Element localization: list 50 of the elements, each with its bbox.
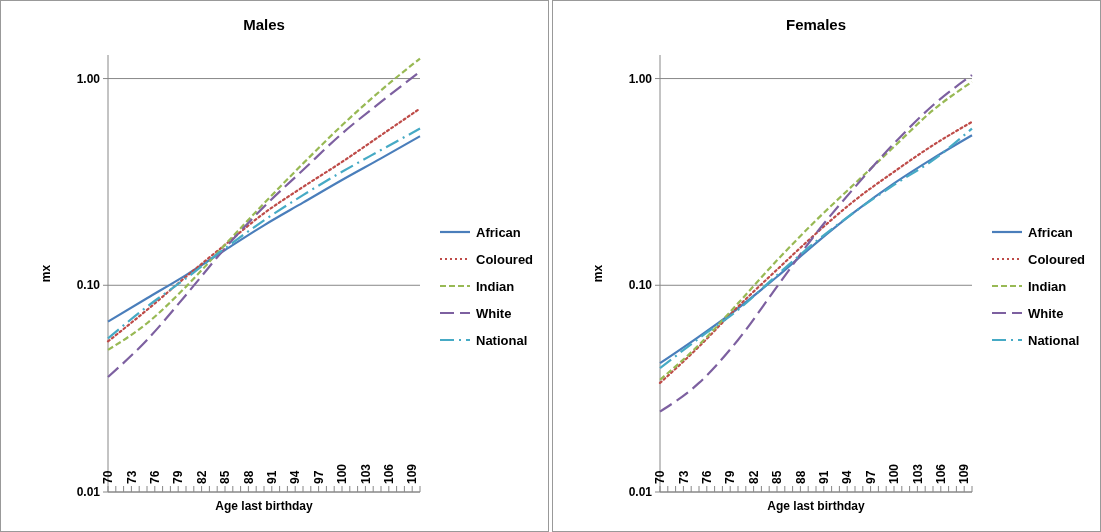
legend-label: White bbox=[1028, 305, 1064, 321]
x-tick-label: 103 bbox=[358, 463, 373, 484]
x-tick-label: 109 bbox=[957, 463, 972, 484]
x-tick-label: 91 bbox=[265, 470, 279, 484]
x-tick-label: 97 bbox=[311, 470, 326, 484]
y-tick-label: 0.01 bbox=[628, 485, 653, 500]
x-tick-label: 79 bbox=[171, 470, 186, 484]
legend-label: White bbox=[476, 305, 512, 321]
legend-label: African bbox=[1028, 224, 1073, 240]
legend-label: Coloured bbox=[476, 251, 534, 267]
x-tick-label: 91 bbox=[817, 470, 831, 484]
x-axis-title: Age last birthday bbox=[767, 499, 865, 513]
x-tick-label: 70 bbox=[101, 470, 116, 484]
legend-label: Indian bbox=[1028, 278, 1067, 294]
x-axis-title: Age last birthday bbox=[215, 499, 313, 513]
x-tick-label: 76 bbox=[148, 470, 162, 484]
x-tick-label: 79 bbox=[723, 470, 738, 484]
x-tick-label: 88 bbox=[793, 470, 808, 484]
x-tick-label: 106 bbox=[934, 463, 948, 484]
x-tick-label: 85 bbox=[770, 470, 785, 484]
y-tick-label: 0.01 bbox=[76, 485, 101, 500]
legend-label: National bbox=[1028, 332, 1080, 348]
x-tick-label: 76 bbox=[700, 470, 714, 484]
x-tick-label: 85 bbox=[218, 470, 233, 484]
legend-label: National bbox=[476, 332, 528, 348]
y-tick-label: 1.00 bbox=[628, 71, 653, 86]
x-tick-label: 73 bbox=[676, 470, 691, 484]
y-tick-label: 0.10 bbox=[76, 278, 101, 293]
chart-title: Females bbox=[785, 16, 847, 33]
legend-label: Coloured bbox=[1028, 251, 1086, 267]
y-tick-label: 0.10 bbox=[628, 278, 653, 293]
x-tick-label: 94 bbox=[288, 470, 303, 484]
x-tick-label: 97 bbox=[863, 470, 878, 484]
x-tick-label: 73 bbox=[124, 470, 139, 484]
legend-label: Indian bbox=[476, 278, 515, 294]
y-axis-title: mx bbox=[591, 264, 605, 283]
x-tick-label: 94 bbox=[840, 470, 855, 484]
x-tick-label: 100 bbox=[335, 463, 350, 484]
x-tick-label: 82 bbox=[746, 470, 761, 484]
x-tick-label: 106 bbox=[382, 463, 396, 484]
x-tick-label: 82 bbox=[194, 470, 209, 484]
x-tick-label: 70 bbox=[653, 470, 668, 484]
x-tick-label: 88 bbox=[241, 470, 256, 484]
x-tick-label: 100 bbox=[887, 463, 902, 484]
legend-label: African bbox=[476, 224, 521, 240]
chart-title: Males bbox=[243, 16, 285, 33]
x-tick-label: 103 bbox=[910, 463, 925, 484]
y-axis-title: mx bbox=[39, 264, 53, 283]
x-tick-label: 109 bbox=[405, 463, 420, 484]
y-tick-label: 1.00 bbox=[76, 71, 101, 86]
